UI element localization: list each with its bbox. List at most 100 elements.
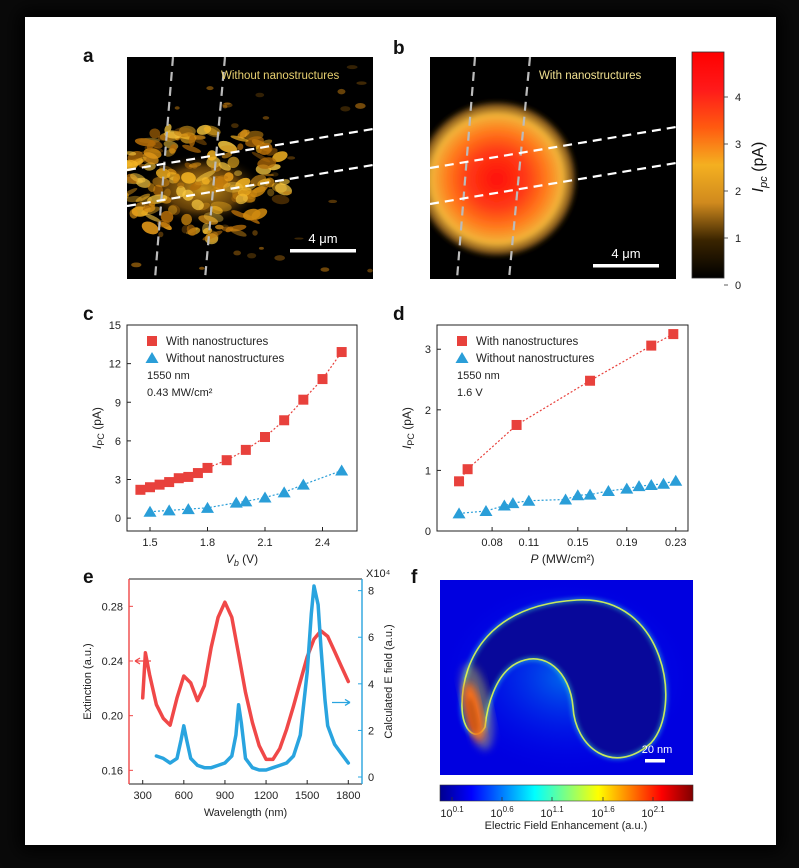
data-point [452,507,466,519]
speckle [218,162,231,171]
x-axis-label: P (MW/cm²) [531,552,595,566]
x-tick-label: 2.4 [315,537,330,549]
figure-frame: a b c d e f Without nanostructures 4 μm … [25,17,776,845]
speckle [251,208,268,220]
speckle [172,173,180,184]
data-point [335,464,349,476]
legend-marker [457,336,467,346]
speckle [191,163,198,169]
chart-c-voltage: 1.5 1.8 2.1 2.4 0 3 6 9 12 15 Vb (V) IPC (pA) With n… [90,320,358,568]
speckle [141,221,159,235]
speckle [233,250,241,256]
speckle [164,148,176,157]
speckle [169,144,177,154]
data-point [668,329,679,340]
speckle [228,224,247,232]
speckle [155,168,171,179]
data-point [260,432,270,443]
speckle [187,133,207,146]
figure-canvas: a b c d e f Without nanostructures 4 μm … [82,38,770,832]
arrow-right-axis-indicator [332,698,351,707]
speckle [283,191,292,195]
data-point [240,444,251,455]
speckle [144,213,161,223]
colorbar-f-tick-label: 100.1 [440,805,464,820]
speckle [191,199,204,211]
speckle [194,134,206,139]
map-a-scalebar-label: 4 μm [308,231,337,246]
x-tick-label: 300 [134,790,152,802]
panel-label-a: a [83,46,94,67]
x-tick-label: 0.23 [665,537,686,549]
data-point [585,375,596,386]
panel-label-e: e [83,567,94,588]
y-tick-label: 3 [115,475,121,487]
map-f-scalebar-label: 20 nm [642,744,673,756]
speckle [195,170,216,182]
speckle [174,106,180,110]
y-tick-label-left: 0.16 [102,765,123,777]
x-tick-label: 0.11 [519,537,540,549]
speckle [127,151,137,156]
x-axis-label: Wavelength (nm) [204,807,287,819]
speckle [356,81,367,85]
speckle [186,224,197,236]
colorbar-field-enhancement: 100.1 100.6 101.1 101.6 102.1 Electric Field… [439,784,694,832]
x-tick-label: 2.1 [257,537,272,549]
chart-annotation: 0.43 MW/cm² [147,387,213,399]
speckle [206,86,214,91]
data-point [154,479,165,490]
x-tick-label: 0.08 [481,537,502,549]
data-point [145,482,155,493]
data-point [221,455,232,466]
data-point [522,494,536,506]
right-axis-multiplier: X10⁴ [366,568,391,580]
data-point [164,477,175,488]
speckle [130,173,146,183]
colorbar-label: Ipc (pA) [750,142,770,193]
data-point [258,491,272,503]
speckle [218,140,237,153]
speckle [188,134,196,147]
x-tick-label: 1.8 [200,537,215,549]
x-tick-label: 1.5 [142,537,157,549]
speckle [237,143,244,151]
x-axis-label: Vb (V) [226,552,258,568]
colorbar-tick-label: 3 [735,139,741,151]
speckle [177,182,185,188]
speckle [181,172,196,184]
y-tick-label-right: 6 [368,632,374,644]
chart-annotation: 1550 nm [147,370,190,382]
speckle [193,181,201,187]
speckle [229,228,247,237]
speckle [328,199,338,204]
speckle [223,102,231,105]
speckle [142,152,159,165]
speckle [181,213,193,226]
data-point [632,480,646,492]
map-b-caption: With nanostructures [539,70,642,82]
photocurrent-map-with: With nanostructures 4 μm [430,57,676,279]
speckle [355,103,366,109]
series-line-extinction [140,600,351,762]
speckle [129,208,139,219]
colorbar-tick-label: 4 [735,92,741,104]
speckle [231,210,246,218]
data-point [201,501,214,513]
speckle [271,194,290,205]
speckle [267,188,275,197]
data-point [296,478,310,490]
speckle [127,195,142,203]
series-trend-line [149,469,342,513]
speckle [160,210,174,223]
chart-annotation: 1550 nm [457,370,500,382]
y-tick-label: 2 [425,405,431,417]
speckle [194,176,213,186]
data-point [620,482,634,494]
speckle [230,135,249,142]
map-b-scalebar [593,264,659,268]
speckle [131,262,142,268]
speckle [250,186,266,198]
x-tick-label: 1800 [336,790,360,802]
x-tick-label: 900 [216,790,234,802]
